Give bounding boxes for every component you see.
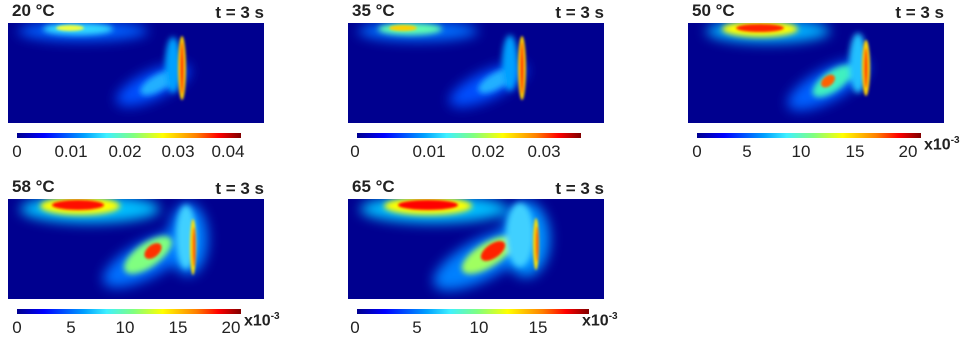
panel-58c: 58 °C t = 3 s 0 5 10 15 20 x10-3 — [0, 176, 300, 346]
panel-50c: 50 °C t = 3 s 0 5 10 15 20 x10-3 — [680, 0, 976, 170]
concentration-field — [348, 23, 604, 123]
colorbar-tick: 5 — [412, 318, 422, 337]
colorbar-tick: 10 — [469, 318, 489, 337]
colorbar-tick: 0.04 — [211, 142, 245, 161]
colorbar-tick: 0 — [12, 318, 22, 337]
colorbar-tick: 0.02 — [471, 142, 505, 161]
colorbar-tick: 0.02 — [108, 142, 142, 161]
time-label: t = 3 s — [555, 3, 604, 22]
temperature-label: 35 °C — [352, 1, 395, 20]
temperature-label: 20 °C — [12, 1, 55, 20]
colorbar-tick: 0 — [350, 318, 360, 337]
colorbar-tick: 0 — [692, 142, 702, 161]
colorbar-tick: 10 — [115, 318, 135, 337]
colorbar-tick: 5 — [66, 318, 76, 337]
concentration-field — [348, 199, 604, 299]
colorbar-tick: 5 — [742, 142, 752, 161]
panel-65c: 65 °C t = 3 s 0 5 10 15 x10-3 — [340, 176, 640, 346]
concentration-field — [688, 23, 944, 123]
panel-20c: 20 °C t = 3 s 0 0.01 0.02 0.03 0.04 — [0, 0, 300, 170]
concentration-field — [8, 199, 264, 299]
colorbar-tick: 15 — [168, 318, 188, 337]
concentration-field — [8, 23, 264, 123]
panel-35c: 35 °C t = 3 s 0 0.01 0.02 0.03 — [340, 0, 640, 170]
time-label: t = 3 s — [215, 179, 264, 198]
temperature-label: 65 °C — [352, 177, 395, 196]
colorbar-tick: 10 — [791, 142, 811, 161]
colorbar-tick: 20 — [898, 142, 918, 161]
colorbar-tick: 0 — [12, 142, 22, 161]
colorbar-exponent: x10-3 — [924, 135, 960, 154]
colorbar-tick: 0 — [350, 142, 360, 161]
time-label: t = 3 s — [895, 3, 944, 22]
time-label: t = 3 s — [215, 3, 264, 22]
colorbar-tick: 0.03 — [527, 142, 561, 161]
colorbar — [357, 133, 581, 138]
temperature-label: 50 °C — [692, 1, 735, 20]
colorbar-tick: 15 — [845, 142, 865, 161]
colorbar-exponent: x10-3 — [244, 311, 280, 330]
colorbar-exponent: x10-3 — [582, 311, 618, 330]
colorbar — [17, 133, 241, 138]
colorbar — [697, 133, 921, 138]
colorbar-tick: 0.03 — [161, 142, 195, 161]
colorbar-tick: 0.01 — [412, 142, 446, 161]
colorbar — [357, 309, 589, 314]
colorbar-tick: 0.01 — [54, 142, 88, 161]
temperature-label: 58 °C — [12, 177, 55, 196]
colorbar — [17, 309, 241, 314]
time-label: t = 3 s — [555, 179, 604, 198]
colorbar-tick: 20 — [221, 318, 241, 337]
colorbar-tick: 15 — [528, 318, 548, 337]
